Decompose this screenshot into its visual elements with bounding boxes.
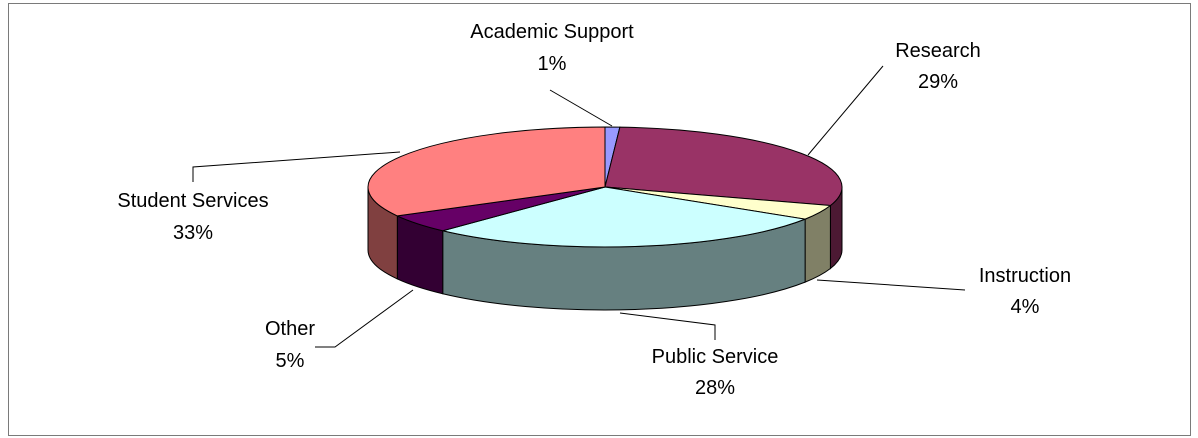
label-value-research: 29% bbox=[918, 71, 958, 93]
label-name-other: Other bbox=[265, 318, 315, 340]
label-value-other: 5% bbox=[276, 350, 305, 372]
slice-labels: Academic Support 1% Research 29% Instruction… bbox=[117, 21, 1071, 399]
leader-academic-support bbox=[549, 89, 613, 127]
label-name-academic-support: Academic Support bbox=[470, 21, 634, 43]
leader-lines bbox=[192, 65, 966, 348]
label-name-public-service: Public Service bbox=[652, 346, 779, 368]
label-value-academic-support: 1% bbox=[538, 53, 567, 75]
leader-other bbox=[315, 289, 414, 348]
pie-tops bbox=[367, 126, 843, 248]
label-name-research: Research bbox=[895, 40, 981, 62]
label-value-instruction: 4% bbox=[1011, 296, 1040, 318]
leader-instruction bbox=[816, 279, 966, 291]
slice-student-services bbox=[367, 126, 606, 217]
slice-public-service bbox=[442, 186, 807, 248]
leader-public-service bbox=[619, 312, 716, 340]
label-value-student-services: 33% bbox=[173, 222, 213, 244]
leader-student-services bbox=[192, 151, 401, 182]
label-value-public-service: 28% bbox=[695, 377, 735, 399]
label-name-student-services: Student Services bbox=[117, 190, 268, 212]
slice-research bbox=[604, 126, 843, 207]
label-name-instruction: Instruction bbox=[979, 265, 1071, 287]
leader-research bbox=[807, 65, 884, 156]
